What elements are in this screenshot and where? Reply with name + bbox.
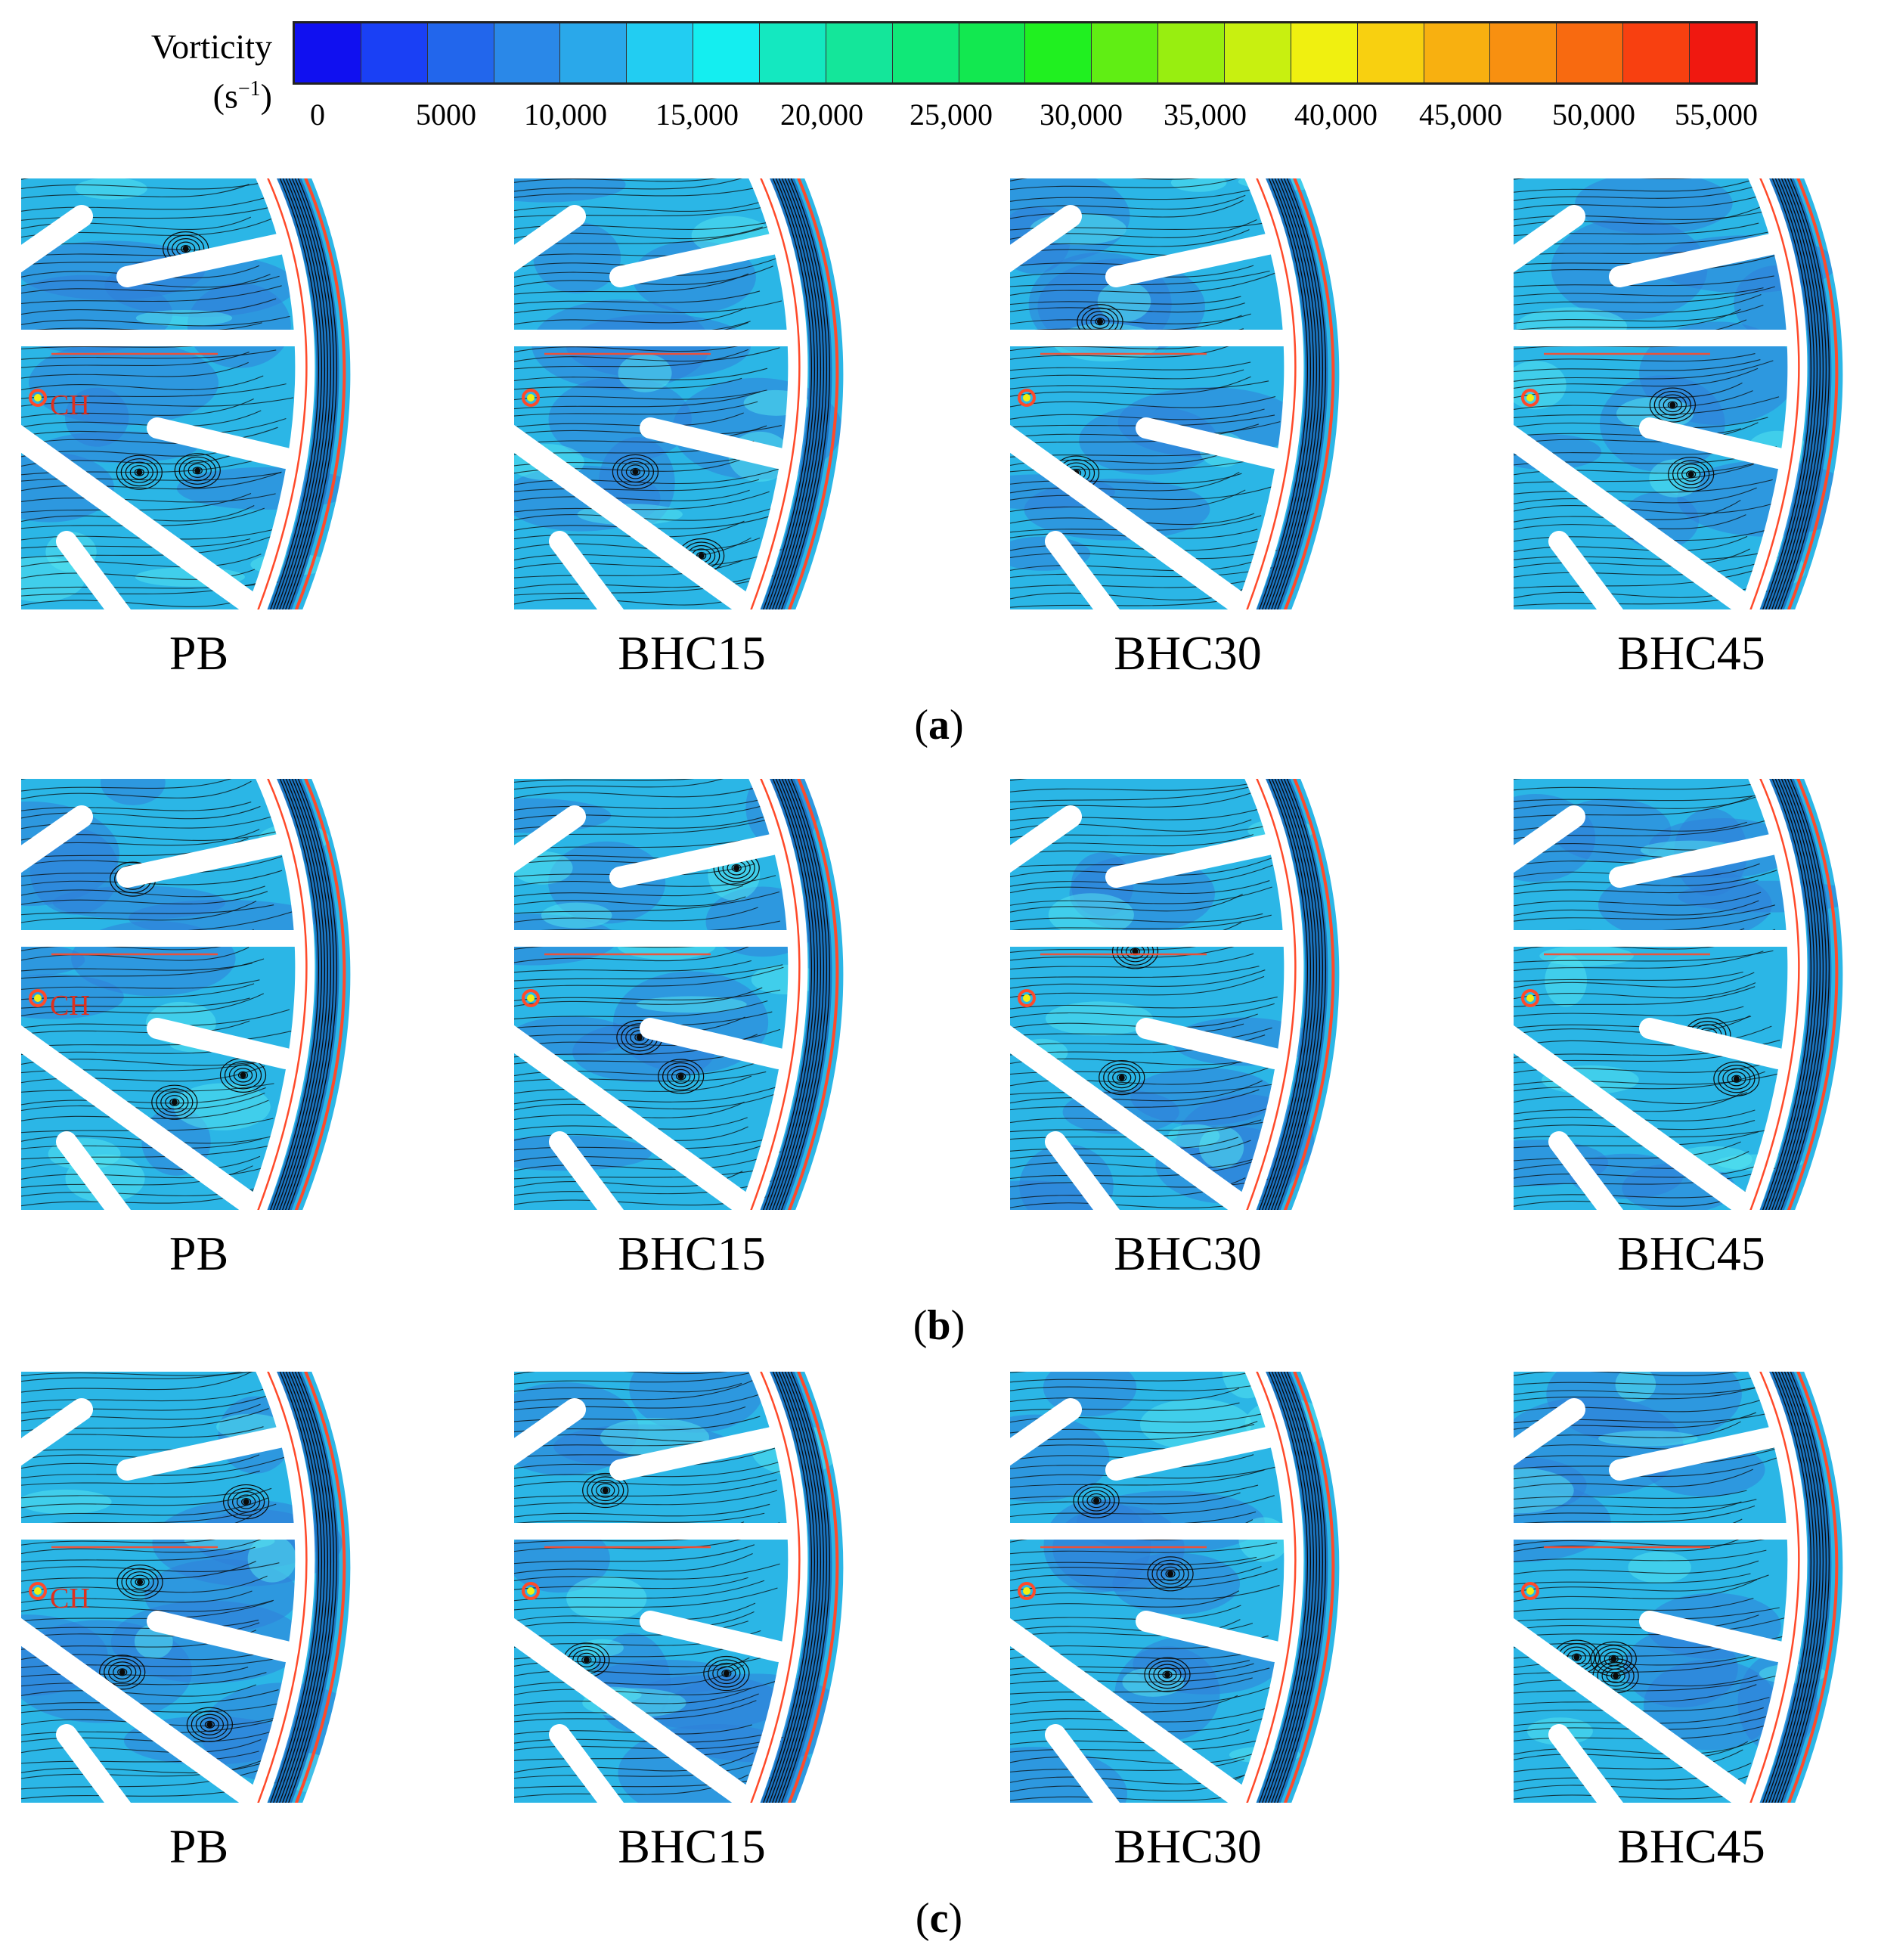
colorbar-segment <box>361 23 428 82</box>
row-caption: (b) <box>913 1302 965 1349</box>
colorbar <box>293 21 1758 85</box>
contour-panel <box>514 178 869 609</box>
colorbar-segment <box>693 23 761 82</box>
colorbar-tick-label: 45,000 <box>1419 98 1502 132</box>
contour-panel <box>514 779 869 1210</box>
colorbar-tick-label: 5000 <box>416 98 476 132</box>
colorbar-segment <box>1357 23 1424 82</box>
colorbar-segment <box>1291 23 1358 82</box>
colorbar-title: Vorticity (s−1) <box>91 26 272 117</box>
ch-marker-label: CH <box>50 389 90 421</box>
colorbar-tick-label: 0 <box>310 98 325 132</box>
colorbar-title-text: Vorticity <box>150 27 272 66</box>
colorbar-segment <box>494 23 561 82</box>
panel-label: BHC15 <box>618 1819 766 1873</box>
colorbar-segment <box>560 23 628 82</box>
ch-marker-label: CH <box>50 990 90 1022</box>
colorbar-segment <box>826 23 893 82</box>
panel-label: BHC45 <box>1617 1227 1765 1280</box>
colorbar-tick-label: 35,000 <box>1164 98 1247 132</box>
panel-label: BHC15 <box>618 1227 766 1280</box>
ch-marker-label: CH <box>50 1583 90 1614</box>
row-caption: (c) <box>915 1895 963 1942</box>
colorbar-segment <box>295 23 361 82</box>
colorbar-tick-label: 50,000 <box>1552 98 1635 132</box>
contour-panel <box>1514 1372 1869 1803</box>
contour-panel <box>514 1372 869 1803</box>
colorbar-tick-label: 55,000 <box>1675 98 1758 132</box>
colorbar-segment <box>1025 23 1092 82</box>
contour-panel <box>1514 178 1869 609</box>
colorbar-tick-label: 20,000 <box>780 98 863 132</box>
colorbar-tick-label: 30,000 <box>1040 98 1123 132</box>
colorbar-segment <box>627 23 694 82</box>
colorbar-segment <box>1557 23 1624 82</box>
colorbar-unit-close: ) <box>260 76 272 116</box>
contour-panel <box>1010 1372 1365 1803</box>
colorbar-segment <box>1424 23 1491 82</box>
colorbar-tick-label: 15,000 <box>655 98 739 132</box>
colorbar-tick-label: 10,000 <box>524 98 607 132</box>
colorbar-segment <box>1490 23 1557 82</box>
colorbar-tick-label: 25,000 <box>910 98 993 132</box>
colorbar-segment <box>1623 23 1691 82</box>
colorbar-unit: (s−1) <box>91 68 272 117</box>
colorbar-segment <box>1158 23 1226 82</box>
colorbar-segment <box>760 23 826 82</box>
contour-panel <box>1010 178 1365 609</box>
colorbar-segment <box>427 23 494 82</box>
colorbar-segment <box>959 23 1026 82</box>
panel-label: BHC45 <box>1617 626 1765 680</box>
colorbar-unit-exp: −1 <box>237 77 261 101</box>
panel-label: PB <box>169 1227 229 1280</box>
contour-panel <box>1514 779 1869 1210</box>
colorbar-segment <box>1092 23 1159 82</box>
contour-panel <box>21 1372 377 1803</box>
panel-label: BHC30 <box>1114 626 1262 680</box>
contour-panel <box>21 779 377 1210</box>
panel-label: PB <box>169 626 229 680</box>
row-caption: (a) <box>914 702 964 749</box>
contour-panel <box>1010 779 1365 1210</box>
panel-label: BHC15 <box>618 626 766 680</box>
colorbar-unit-base: (s <box>212 76 238 116</box>
colorbar-segment <box>892 23 959 82</box>
colorbar-segment <box>1225 23 1291 82</box>
panel-label: BHC30 <box>1114 1819 1262 1873</box>
panel-label: PB <box>169 1819 229 1873</box>
colorbar-tick-label: 40,000 <box>1294 98 1378 132</box>
panel-label: BHC30 <box>1114 1227 1262 1280</box>
contour-panel <box>21 178 377 609</box>
panel-label: BHC45 <box>1617 1819 1765 1873</box>
colorbar-segment <box>1690 23 1756 82</box>
